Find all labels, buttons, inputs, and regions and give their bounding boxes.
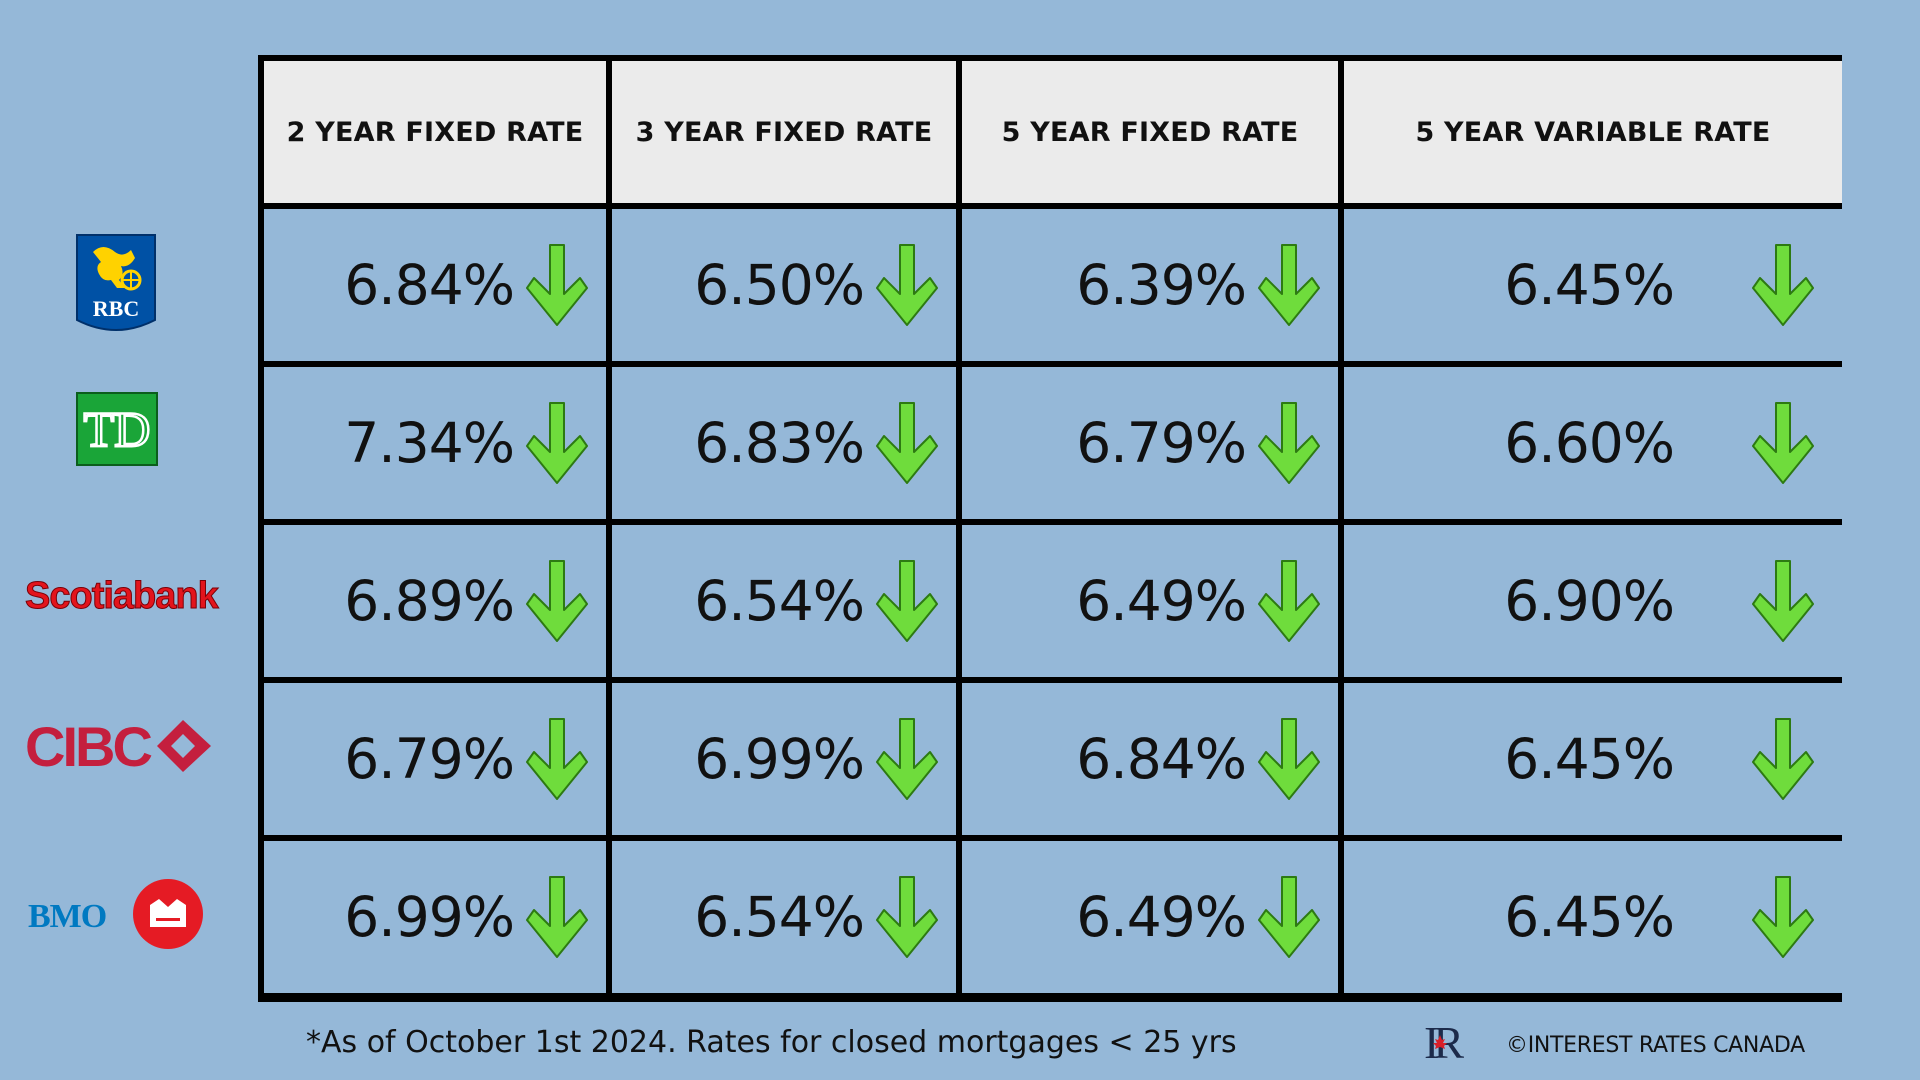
cibc-logo-text: CIBC	[25, 716, 151, 776]
rate-value: 6.39%	[1076, 253, 1247, 317]
rate-cell: 6.79%	[264, 683, 606, 835]
arrow-down-icon	[876, 718, 938, 800]
rbc-logo: RBC	[76, 234, 156, 331]
footnote: *As of October 1st 2024. Rates for close…	[306, 1025, 1237, 1060]
rate-value: 6.79%	[1076, 411, 1247, 475]
rate-cell: 6.45%	[1344, 841, 1842, 993]
interest-rates-canada-logo: IR	[1424, 1017, 1470, 1066]
rate-cell: 6.99%	[264, 841, 606, 993]
rate-cell: 7.34%	[264, 367, 606, 519]
cibc-logo: CIBC	[25, 716, 211, 776]
arrow-down-icon	[876, 560, 938, 642]
copyright-text: ©INTEREST RATES CANADA	[1506, 1033, 1805, 1058]
arrow-down-icon	[1752, 876, 1814, 958]
rate-value: 6.84%	[344, 253, 515, 317]
rate-cell: 6.49%	[962, 525, 1338, 677]
rate-cell: 6.79%	[962, 367, 1338, 519]
arrow-down-icon	[526, 402, 588, 484]
arrow-down-icon	[526, 718, 588, 800]
rate-value: 6.83%	[694, 411, 865, 475]
rate-cell: 6.90%	[1344, 525, 1842, 677]
arrow-down-icon	[1752, 244, 1814, 326]
rate-value: 6.60%	[1504, 411, 1675, 475]
rate-cell: 6.45%	[1344, 209, 1842, 361]
rate-cell: 6.54%	[612, 525, 956, 677]
arrow-down-icon	[1752, 402, 1814, 484]
td-logo: TD	[76, 392, 158, 466]
rate-cell: 6.39%	[962, 209, 1338, 361]
rate-value: 6.49%	[1076, 885, 1247, 949]
arrow-down-icon	[1258, 718, 1320, 800]
rate-value: 7.34%	[344, 411, 515, 475]
rate-value: 6.79%	[344, 727, 515, 791]
rate-cell: 6.84%	[962, 683, 1338, 835]
rate-cell: 6.89%	[264, 525, 606, 677]
rate-value: 6.45%	[1504, 253, 1675, 317]
rate-cell: 6.83%	[612, 367, 956, 519]
rate-value: 6.54%	[694, 885, 865, 949]
rate-cell: 6.99%	[612, 683, 956, 835]
rate-value: 6.54%	[694, 569, 865, 633]
arrow-down-icon	[526, 560, 588, 642]
rate-value: 6.99%	[694, 727, 865, 791]
maple-leaf-icon	[1433, 1035, 1447, 1049]
arrow-down-icon	[876, 402, 938, 484]
bmo-logo-text: BMO	[28, 898, 106, 935]
rate-value: 6.49%	[1076, 569, 1247, 633]
rate-value: 6.99%	[344, 885, 515, 949]
rate-cell: 6.60%	[1344, 367, 1842, 519]
rbc-logo-text: RBC	[93, 296, 139, 321]
rate-cell: 6.84%	[264, 209, 606, 361]
td-logo-text: TD	[84, 401, 151, 457]
arrow-down-icon	[1258, 876, 1320, 958]
arrow-down-icon	[876, 244, 938, 326]
rate-value: 6.50%	[694, 253, 865, 317]
rate-cell: 6.54%	[612, 841, 956, 993]
rate-value: 6.45%	[1504, 727, 1675, 791]
arrow-down-icon	[1752, 718, 1814, 800]
header-2yr-fixed: 2 YEAR FIXED RATE	[264, 61, 606, 203]
bmo-logo: BMO	[28, 879, 203, 949]
rate-value: 6.90%	[1504, 569, 1675, 633]
rate-value: 6.45%	[1504, 885, 1675, 949]
bmo-roundel-icon	[150, 899, 186, 927]
rate-cell: 6.50%	[612, 209, 956, 361]
arrow-down-icon	[526, 876, 588, 958]
arrow-down-icon	[876, 876, 938, 958]
brand-logo-text: IR	[1424, 1017, 1464, 1066]
scotiabank-logo: Scotiabank	[25, 575, 220, 618]
rate-value: 6.89%	[344, 569, 515, 633]
mortgage-rate-table: 2 YEAR FIXED RATE 3 YEAR FIXED RATE 5 YE…	[258, 55, 1842, 1002]
header-5yr-fixed: 5 YEAR FIXED RATE	[962, 61, 1338, 203]
arrow-down-icon	[526, 244, 588, 326]
rate-value: 6.84%	[1076, 727, 1247, 791]
rate-cell: 6.45%	[1344, 683, 1842, 835]
arrow-down-icon	[1258, 244, 1320, 326]
header-3yr-fixed: 3 YEAR FIXED RATE	[612, 61, 956, 203]
rate-cell: 6.49%	[962, 841, 1338, 993]
arrow-down-icon	[1752, 560, 1814, 642]
header-5yr-variable: 5 YEAR VARIABLE RATE	[1344, 61, 1842, 203]
arrow-down-icon	[1258, 560, 1320, 642]
arrow-down-icon	[1258, 402, 1320, 484]
